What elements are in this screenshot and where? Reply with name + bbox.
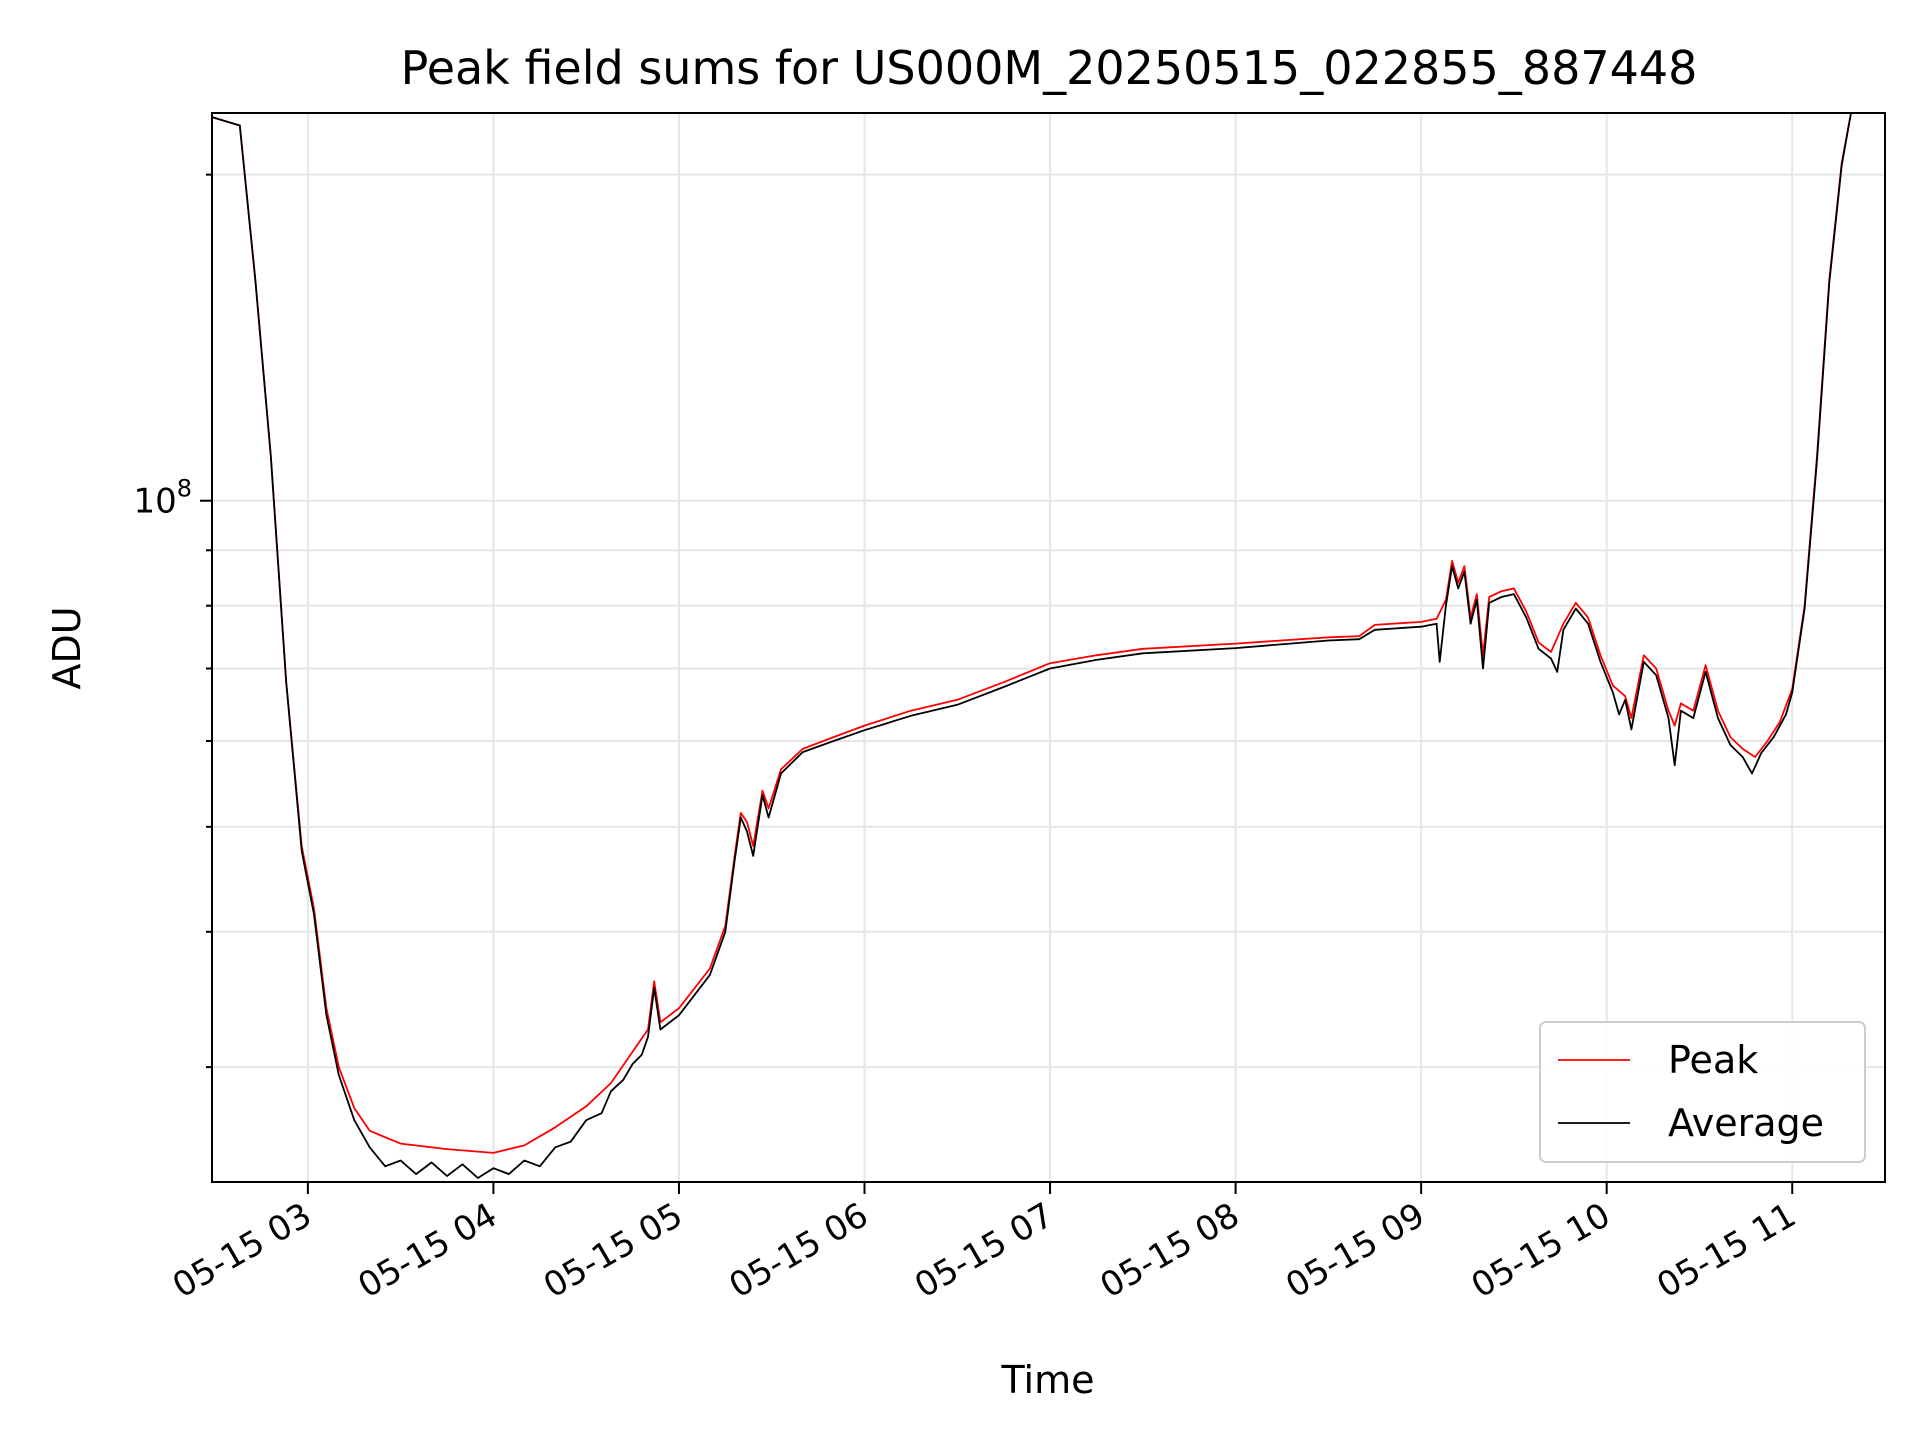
series-line-average (211, 112, 1885, 1179)
chart-title: Peak field sums for US000M_20250515_0228… (401, 41, 1698, 95)
y-axis-label: ADU (45, 606, 89, 689)
legend: Peak Average (1539, 1021, 1866, 1163)
y-tick-label-exponent: 8 (177, 475, 192, 503)
y-axis: 108 (133, 173, 212, 1069)
y-tick-label-base: 10 (133, 482, 176, 522)
legend-label: Average (1668, 1101, 1824, 1145)
y-tick-label: 108 (133, 475, 192, 522)
legend-label: Peak (1668, 1038, 1758, 1082)
x-axis-label: Time (1001, 1358, 1095, 1402)
plot-frame (211, 112, 1886, 1183)
series-layer (211, 112, 1885, 1179)
series-line-peak (211, 112, 1885, 1154)
legend-box (1539, 1021, 1866, 1163)
